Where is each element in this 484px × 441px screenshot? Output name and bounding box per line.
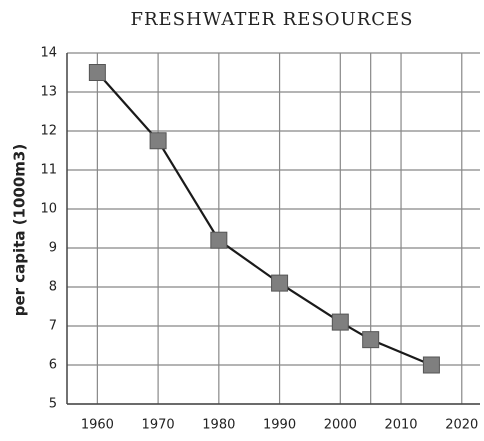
x-tick-label: 2020 bbox=[445, 418, 478, 433]
y-tick-label: 5 bbox=[49, 397, 57, 412]
data-point bbox=[331, 313, 349, 331]
y-tick-label: 8 bbox=[49, 280, 57, 295]
y-tick-label: 6 bbox=[49, 358, 57, 373]
x-tick-label: 1990 bbox=[263, 418, 296, 433]
data-point bbox=[149, 132, 167, 150]
data-line bbox=[96, 71, 432, 367]
x-tick-label: 1960 bbox=[81, 418, 114, 433]
chart-title: FRESHWATER RESOURCES bbox=[131, 9, 414, 30]
data-point bbox=[210, 231, 228, 249]
y-tick-label: 7 bbox=[49, 319, 57, 334]
y-tick-label: 10 bbox=[40, 202, 57, 217]
y-tick-label: 11 bbox=[40, 163, 57, 178]
x-tick-label: 1980 bbox=[202, 418, 235, 433]
y-tick-label: 13 bbox=[40, 85, 57, 100]
x-tick-label: 2000 bbox=[324, 418, 357, 433]
y-axis-label: per capita (1000m3) bbox=[11, 144, 29, 316]
y-tick-label: 14 bbox=[40, 46, 57, 61]
x-tick-label: 1970 bbox=[142, 418, 175, 433]
data-point bbox=[362, 331, 380, 349]
data-point bbox=[271, 274, 289, 292]
data-point bbox=[88, 64, 106, 81]
y-tick-label: 9 bbox=[49, 241, 57, 256]
data-point bbox=[422, 356, 440, 374]
x-tick-label: 2010 bbox=[384, 418, 417, 433]
y-tick-label: 12 bbox=[40, 124, 57, 139]
